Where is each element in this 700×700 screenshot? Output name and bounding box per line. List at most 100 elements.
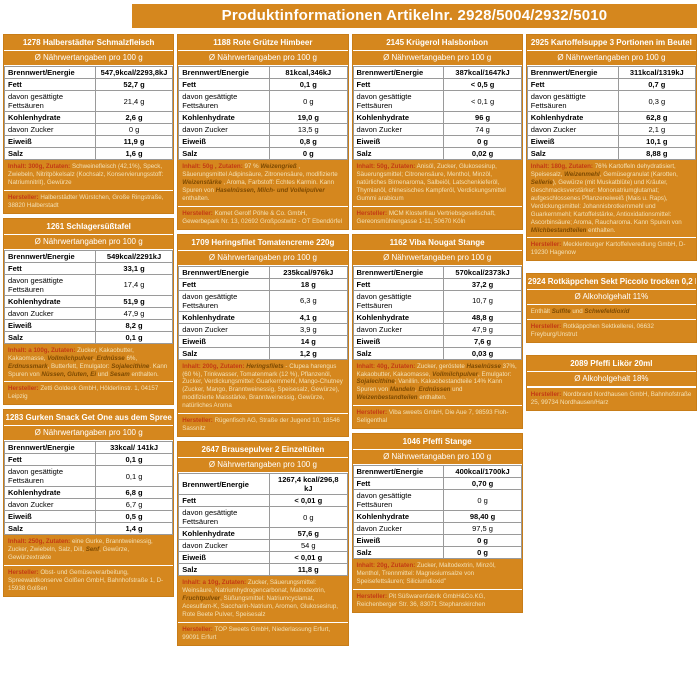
nutrient-label: Brennwert/Energie [352, 265, 445, 279]
nutrient-label: Fett [4, 78, 96, 91]
nutrition-row: Salz 11,8 g [178, 563, 348, 577]
nutrition-row: davon gesättigte Fettsäuren 0,1 g [4, 465, 174, 488]
nutrient-label: Eiweiß [178, 551, 271, 565]
nutrient-label: Fett [352, 477, 445, 491]
product-card: 2145 Krügerol Halsbonbon Ø Nährwertangab… [351, 34, 523, 230]
nutrition-row: davon Zucker 74 g [352, 123, 522, 136]
nutrient-label: Brennwert/Energie [352, 465, 445, 479]
nutrition-row: Salz 0 g [178, 147, 348, 160]
nutrient-value: 4,1 g [269, 310, 348, 324]
nutrient-value: 0 g [443, 489, 522, 512]
nutrition-row: davon Zucker 54 g [178, 539, 348, 553]
nutrition-row: Eiweiß 14 g [178, 334, 348, 348]
nutrition-row: Brennwert/Energie 235kcal/976kJ [178, 265, 348, 279]
nutrient-value: 3,9 g [269, 322, 348, 336]
nutrient-value: 1,6 g [94, 147, 174, 160]
ingredients-text: Inhalt: 40g, Zutaten: Zucker, geröstete … [356, 362, 517, 402]
nutrient-value: 97,5 g [443, 522, 522, 536]
nutrition-row: Brennwert/Energie 311kcal/1319kJ [526, 66, 697, 79]
nutrient-value: 0,02 g [443, 147, 522, 160]
nutrition-row: Salz 1,6 g [4, 147, 174, 160]
nutrition-subtitle: Ø Nährwertangaben pro 100 g [178, 458, 348, 474]
nutrient-label: Eiweiß [4, 318, 96, 332]
nutrient-label: Fett [4, 453, 96, 467]
nutrition-row: davon gesättigte Fettsäuren 0 g [178, 506, 348, 529]
nutrient-label: davon Zucker [526, 123, 619, 136]
nutrient-label: davon gesättigte Fettsäuren [4, 273, 96, 296]
manufacturer-text: Hersteller: Pit Süßwarenfabrik GmbH&Co.K… [352, 588, 522, 612]
nutrient-value: 0 g [443, 546, 522, 560]
nutrient-label: Eiweiß [178, 334, 271, 348]
nutrient-value: 0,70 g [443, 477, 522, 491]
nutrition-row: Fett 33,1 g [4, 261, 174, 275]
nutrient-label: davon Zucker [352, 123, 445, 136]
nutrition-subtitle: Ø Nährwertangaben pro 100 g [352, 51, 522, 66]
nutrition-row: Brennwert/Energie 549kcal/2291kJ [4, 249, 174, 263]
nutrition-row: Salz 0,03 g [352, 346, 522, 360]
nutrition-row: Fett 52,7 g [4, 78, 174, 91]
nutrient-label: Salz [526, 147, 619, 160]
nutrient-label: Salz [178, 563, 271, 577]
product-card-title: 1162 Viba Nougat Stange [352, 235, 522, 251]
nutrition-row: Eiweiß 0,8 g [178, 135, 348, 148]
nutrition-row: davon Zucker 2,1 g [526, 123, 697, 136]
ingredients-text: Inhalt: a 100g, Zutaten: Zucker, Kakaobu… [8, 346, 168, 378]
nutrient-label: Kohlenhydrate [178, 111, 271, 124]
nutrient-label: davon gesättigte Fettsäuren [352, 489, 445, 512]
nutrition-subtitle: Ø Nährwertangaben pro 100 g [352, 251, 522, 266]
nutrient-label: Brennwert/Energie [178, 66, 271, 79]
nutrient-label: davon gesättigte Fettsäuren [4, 90, 96, 112]
nutrient-value: 0,1 g [94, 330, 174, 344]
nutrient-value: 0 g [269, 147, 348, 160]
nutrient-label: Fett [178, 494, 271, 508]
nutrition-subtitle: Ø Nährwertangaben pro 100 g [4, 235, 174, 250]
nutrition-row: Eiweiß 8,2 g [4, 318, 174, 332]
nutrient-label: Salz [4, 330, 96, 344]
nutrient-value: < 0,01 g [269, 494, 348, 508]
nutrient-value: 57,6 g [269, 527, 348, 541]
ingredients-text: Inhalt: 200g, Zutaten: Heringsfilets - C… [182, 362, 343, 410]
product-card: 2089 Pfeffi Likör 20ml Ø Alkoholgehalt 1… [525, 355, 697, 411]
product-card: 1261 Schlagersüßtafel Ø Nährwertangaben … [3, 217, 175, 406]
nutrition-row: Kohlenhydrate 48,8 g [352, 310, 522, 324]
nutrient-label: davon gesättigte Fettsäuren [352, 289, 445, 312]
nutrient-label: Fett [178, 277, 271, 291]
manufacturer-text: Hersteller: Rotkäppchen Sektkellerei, 06… [526, 319, 696, 342]
nutrition-row: Kohlenhydrate 96 g [352, 111, 522, 124]
nutrient-value: 33,1 g [94, 261, 174, 275]
product-card-title: 1283 Gurken Snack Get One aus dem Spree [4, 410, 174, 427]
nutrition-row: Brennwert/Energie 570kcal/2373kJ [352, 265, 522, 279]
product-card: 1283 Gurken Snack Get One aus dem Spree … [3, 409, 175, 597]
ingredients-text: Inhalt: 50g , Zutaten: 97 % Weizengrieß … [182, 163, 338, 202]
nutrition-row: Kohlenhydrate 57,6 g [178, 527, 348, 541]
nutrient-value: 98,40 g [443, 510, 522, 524]
nutrition-row: Fett 0,70 g [352, 477, 522, 491]
nutrition-row: davon gesättigte Fettsäuren 0 g [352, 489, 522, 512]
nutrient-value: 549kcal/2291kJ [94, 249, 174, 263]
nutrition-row: Brennwert/Energie 547,9kcal/2293,8kJ [4, 66, 174, 79]
nutrient-value: 7,6 g [443, 334, 522, 348]
card-grid: 1278 Halberstädter Schmalzfleisch Ø Nähr… [0, 34, 700, 646]
product-info-page: Produktinformationen Artikelnr. 2928/500… [0, 4, 700, 700]
nutrient-value: 235kcal/976kJ [269, 265, 348, 279]
nutrition-subtitle: Ø Nährwertangaben pro 100 g [178, 251, 348, 266]
nutrient-label: Kohlenhydrate [178, 527, 271, 541]
nutrient-value: 0 g [443, 534, 522, 548]
product-card: 1162 Viba Nougat Stange Ø Nährwertangabe… [351, 233, 523, 430]
product-card-title: 2925 Kartoffelsuppe 3 Portionen im Beute… [526, 35, 696, 51]
nutrition-row: Brennwert/Energie 33kcal/ 141kJ [4, 441, 174, 455]
nutrient-value: 10,7 g [443, 289, 522, 312]
nutrient-value: 0,3 g [617, 90, 697, 112]
nutrient-value: 96 g [443, 111, 522, 124]
nutrient-value: 311kcal/1319kJ [617, 66, 697, 79]
nutrition-row: davon Zucker 0 g [4, 123, 174, 136]
manufacturer-text: Hersteller: Komet Gerolf Pöhle & Co. Gmb… [178, 205, 348, 229]
nutrient-label: Kohlenhydrate [178, 310, 271, 324]
nutrient-value: 1,2 g [269, 346, 348, 360]
nutrition-row: Kohlenhydrate 4,1 g [178, 310, 348, 324]
column: 1188 Rote Grütze Himbeer Ø Nährwertangab… [177, 34, 349, 646]
nutrition-row: Eiweiß 11,9 g [4, 135, 174, 148]
nutrient-value: 1267,4 kcal/296,8 kJ [269, 473, 348, 496]
ingredients-text: Inhalt: 250g, Zutaten: eine Gurke, Brann… [8, 538, 153, 562]
